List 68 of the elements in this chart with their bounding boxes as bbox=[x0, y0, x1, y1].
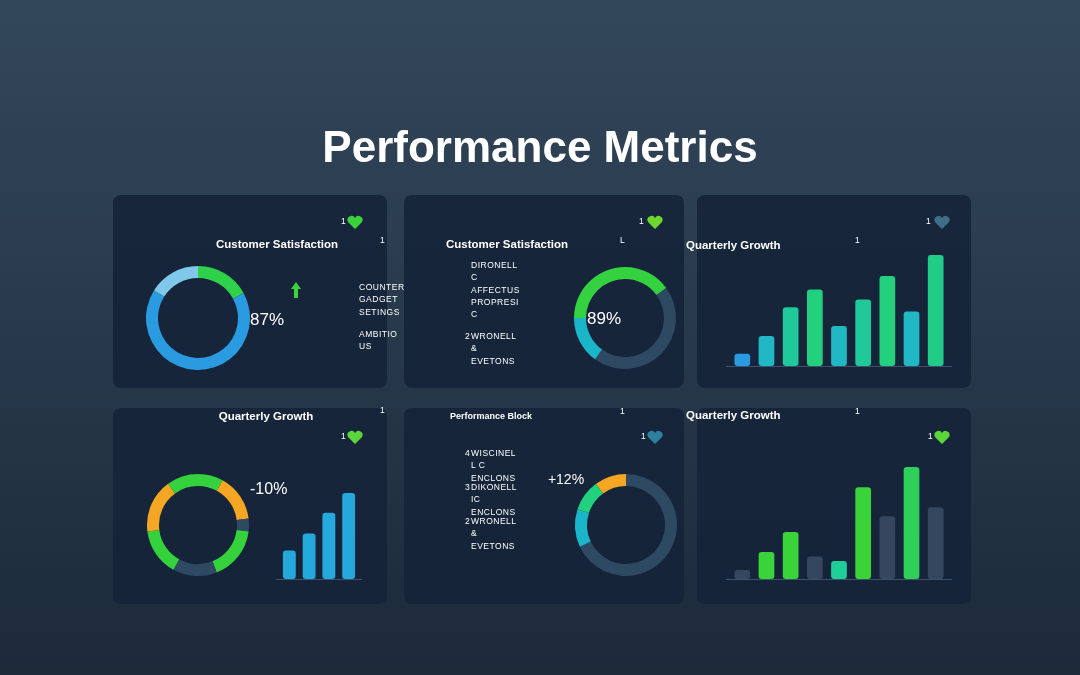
text: 1 bbox=[855, 235, 861, 245]
chart-title: Customer Satisfaction bbox=[445, 238, 569, 250]
donut-slice bbox=[212, 529, 249, 573]
bar bbox=[903, 311, 920, 366]
text: 1 bbox=[620, 406, 626, 416]
bar bbox=[782, 307, 799, 366]
bar bbox=[806, 556, 823, 579]
donut-slice bbox=[198, 266, 244, 299]
bar bbox=[927, 255, 944, 366]
bar bbox=[903, 467, 920, 579]
text: 3 bbox=[465, 482, 471, 492]
text: Performance Metrics bbox=[322, 122, 758, 171]
bar bbox=[758, 552, 775, 579]
bar bbox=[302, 533, 316, 579]
text: Customer Satisfaction bbox=[215, 238, 339, 250]
bar bbox=[282, 550, 296, 579]
text: WRONELL & EVETONS bbox=[471, 516, 517, 551]
bar bbox=[855, 299, 872, 366]
bar bbox=[342, 493, 356, 579]
bar bbox=[758, 336, 775, 366]
text: +12% bbox=[547, 471, 585, 487]
bar bbox=[831, 561, 847, 579]
bar bbox=[806, 289, 823, 366]
chart-title: Quarterly Growth bbox=[686, 409, 781, 421]
text: 1 bbox=[341, 431, 347, 441]
chart-title: Quarterly Growth bbox=[686, 239, 781, 251]
bar bbox=[879, 276, 896, 366]
donut-slice bbox=[147, 529, 180, 570]
text: 1 bbox=[639, 216, 645, 226]
text: 1 bbox=[341, 216, 347, 226]
bar bbox=[831, 326, 847, 366]
donut-slice bbox=[147, 483, 176, 532]
text: 87% bbox=[250, 310, 285, 329]
text: COUNTER GADGET SETINGS bbox=[359, 282, 405, 317]
donut-slice bbox=[173, 559, 217, 576]
annotation: -10% bbox=[250, 480, 288, 497]
bar bbox=[734, 353, 751, 366]
bar bbox=[734, 570, 751, 579]
text: Performance Block bbox=[449, 411, 533, 421]
donut-slice bbox=[577, 483, 604, 513]
text: 1 bbox=[380, 235, 386, 245]
bar bbox=[927, 507, 944, 579]
text: 1 bbox=[380, 405, 386, 415]
text: DIKONELL IC ENCLONS bbox=[471, 482, 518, 517]
bar bbox=[879, 516, 896, 579]
text: 1 bbox=[928, 431, 934, 441]
chart-title: Quarterly Growth bbox=[218, 410, 314, 422]
donut-slice bbox=[154, 266, 198, 297]
text: 2 bbox=[465, 516, 471, 526]
donut-slice bbox=[146, 290, 250, 370]
text: WISCINELL C ENCLONS bbox=[471, 448, 517, 483]
text: 1 bbox=[855, 406, 861, 416]
text: 89% bbox=[587, 309, 622, 328]
bar bbox=[855, 487, 872, 579]
donut-slice bbox=[216, 480, 249, 521]
text: DIRONELL C AFFECTUS PROPRESI C bbox=[471, 260, 520, 320]
bar bbox=[322, 512, 336, 579]
text: WRONELL & EVETONS bbox=[471, 331, 517, 366]
donut-slice bbox=[575, 509, 591, 547]
text: L bbox=[620, 235, 626, 245]
bar bbox=[782, 531, 799, 579]
text: AMBITIOUS bbox=[359, 329, 398, 352]
text: 1 bbox=[926, 216, 932, 226]
donut-slice bbox=[596, 474, 626, 494]
text: 2 bbox=[465, 331, 471, 341]
text: 4 bbox=[465, 448, 471, 458]
text: 1 bbox=[641, 431, 647, 441]
donut-slice bbox=[236, 518, 249, 532]
